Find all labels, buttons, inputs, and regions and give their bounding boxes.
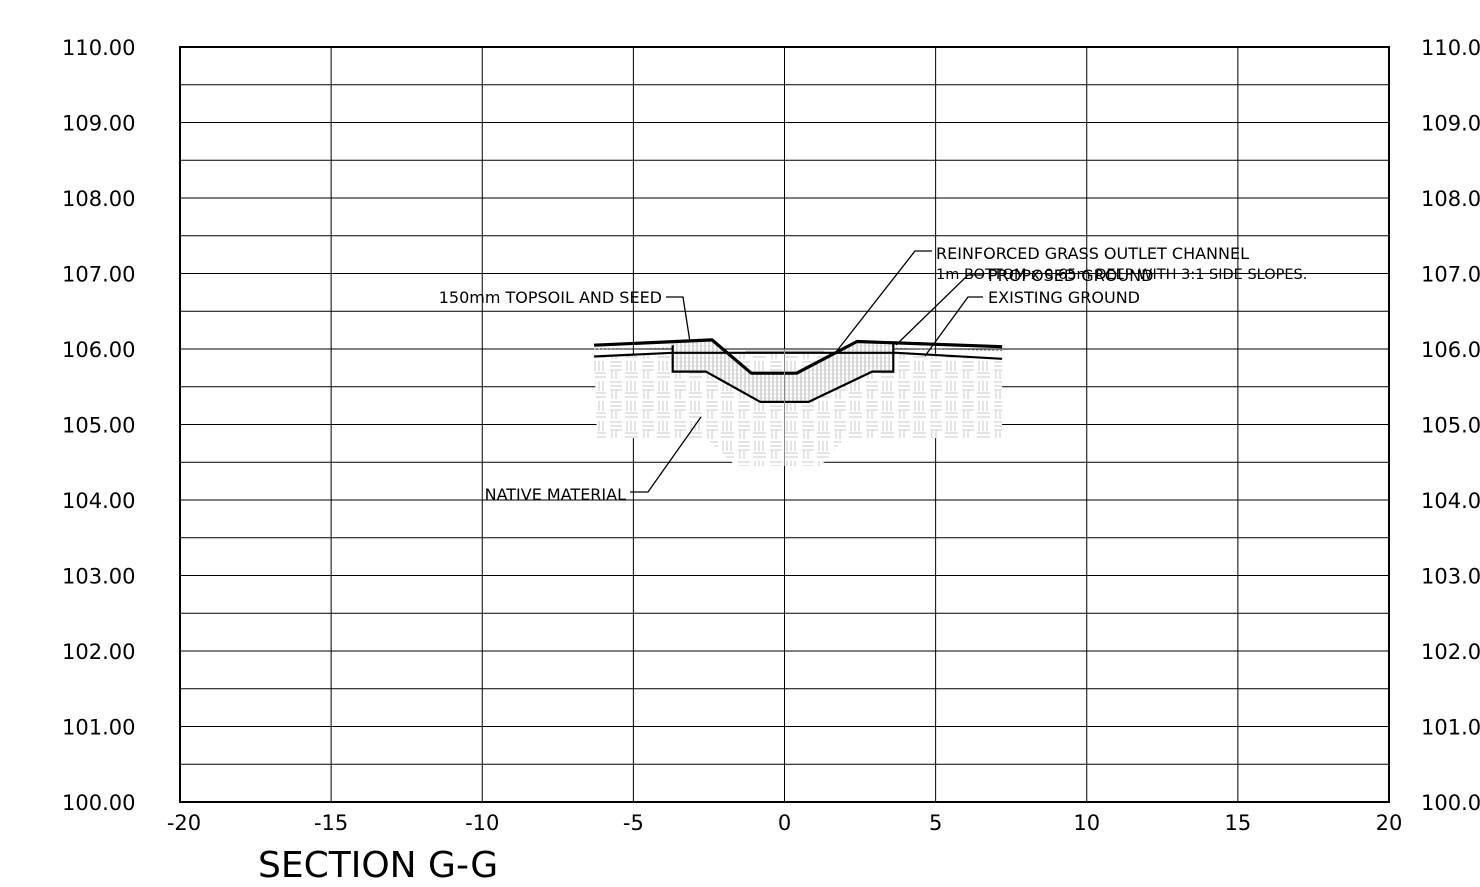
y-tick-label-right: 105.0 — [1421, 414, 1480, 438]
existing-ground-leader — [924, 296, 983, 357]
channel-label-line2: 1m BOTTOM x 0.65m DEEP WITH 3:1 SIDE SLO… — [936, 267, 1307, 283]
y-axis-right: 110.0 109.0 108.0 107.0 106.0 105.0 104.0 103.0… — [1421, 36, 1480, 815]
leader-lines — [630, 250, 983, 493]
y-tick-label-right: 104.0 — [1421, 489, 1480, 513]
x-tick-label: 20 — [1376, 811, 1403, 835]
y-tick-label-left: 100.00 — [62, 791, 135, 815]
topsoil-label: 150mm TOPSOIL AND SEED — [439, 288, 662, 307]
x-tick-label: 15 — [1225, 811, 1252, 835]
y-axis-left: 110.00 109.00 108.00 107.00 106.00 105.00 104.… — [62, 36, 135, 815]
x-tick-label: 0 — [778, 811, 791, 835]
y-tick-label-right: 106.0 — [1421, 338, 1480, 362]
y-tick-label-left: 101.00 — [62, 716, 135, 740]
proposed-ground-line — [594, 338, 1003, 375]
proposed-ground-label: PROPOSED GROUND — [988, 266, 1153, 285]
plot-border — [179, 46, 1390, 803]
native-material-leader — [630, 416, 702, 493]
x-tick-label: 5 — [929, 811, 942, 835]
y-tick-label-left: 103.00 — [62, 565, 135, 589]
y-tick-label-right: 107.0 — [1421, 263, 1480, 287]
x-tick-label: -5 — [623, 811, 644, 835]
plot-frame — [179, 46, 1390, 803]
existing-ground-dotted — [896, 347, 1003, 351]
y-tick-label-right: 103.0 — [1421, 565, 1480, 589]
topsoil-leader — [666, 296, 691, 343]
y-tick-label-left: 104.00 — [62, 489, 135, 513]
existing-ground-dotted — [594, 347, 673, 350]
section-title: SECTION G-G — [258, 845, 498, 886]
x-axis: -20 -15 -10 -5 0 5 10 15 20 — [167, 811, 1403, 835]
y-tick-label-left: 102.00 — [62, 640, 135, 664]
x-tick-label: 10 — [1073, 811, 1100, 835]
y-tick-label-left: 106.00 — [62, 338, 135, 362]
y-tick-label-right: 108.0 — [1421, 187, 1480, 211]
grid — [179, 46, 1390, 803]
y-tick-label-left: 105.00 — [62, 414, 135, 438]
x-tick-label: -10 — [465, 811, 499, 835]
x-tick-label: -20 — [167, 811, 201, 835]
x-tick-label: -15 — [314, 811, 348, 835]
y-tick-label-right: 101.0 — [1421, 716, 1480, 740]
y-tick-label-left: 108.00 — [62, 187, 135, 211]
channel-label-line1: REINFORCED GRASS OUTLET CHANNEL — [936, 244, 1249, 263]
y-tick-label-right: 110.0 — [1421, 36, 1480, 60]
existing-ground-label: EXISTING GROUND — [988, 288, 1140, 307]
y-tick-label-right: 109.0 — [1421, 112, 1480, 136]
y-tick-label-left: 110.00 — [62, 36, 135, 60]
native-material-hatch — [594, 352, 1003, 466]
y-tick-label-right: 102.0 — [1421, 640, 1480, 664]
native-material-label: NATIVE MATERIAL — [485, 485, 626, 504]
ground-profiles — [594, 338, 1003, 467]
y-tick-label-right: 100.0 — [1421, 791, 1480, 815]
proposed-ground-leader — [895, 274, 983, 346]
y-tick-label-left: 109.00 — [62, 112, 135, 136]
channel-leader — [835, 250, 932, 353]
y-tick-label-left: 107.00 — [62, 263, 135, 287]
